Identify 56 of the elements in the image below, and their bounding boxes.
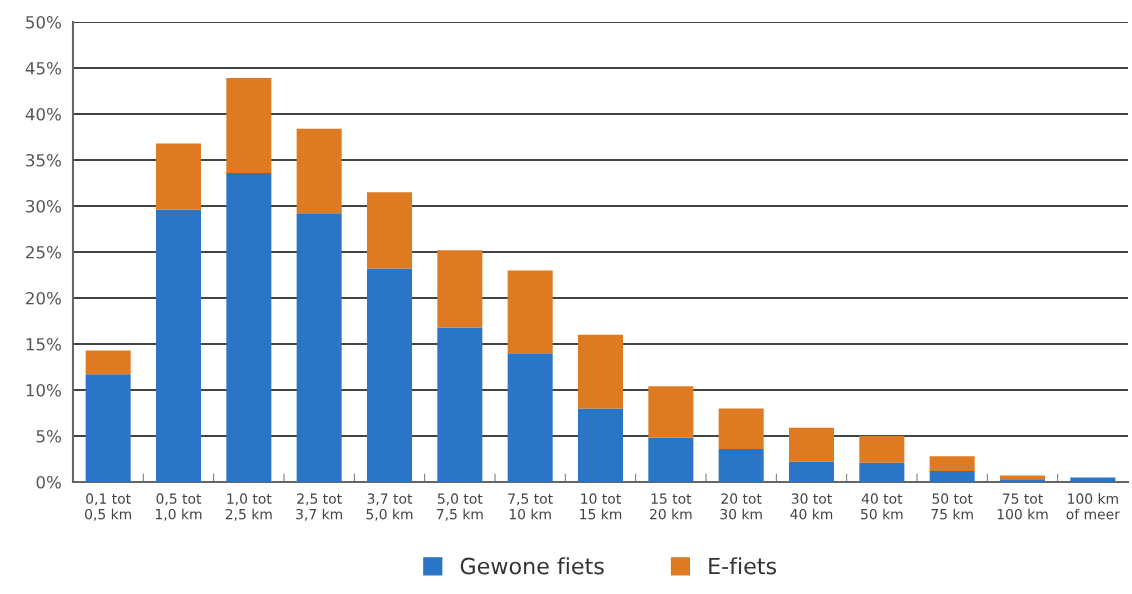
legend-label: Gewone fiets (460, 557, 604, 575)
bar (296, 213, 342, 482)
x-tick-label: 1,0 tot 2,5 km (225, 493, 272, 521)
bar (718, 408, 764, 449)
bar (296, 128, 342, 214)
bar (859, 462, 905, 482)
x-tick-label: 5,0 tot 7,5 km (436, 493, 483, 521)
bar (999, 479, 1046, 482)
x-tick-label: 7,5 tot 10 km (508, 493, 553, 520)
bar (577, 334, 624, 409)
x-tick-label: 0,5 tot 1,0 km (155, 493, 202, 521)
y-tick-label: 50% (26, 15, 61, 29)
x-tick-label: 100 km of meer (1066, 493, 1120, 520)
y-tick-label: 25% (26, 245, 61, 259)
bar (507, 353, 553, 482)
legend-label: E-fiets (709, 557, 777, 575)
bar (155, 209, 202, 482)
x-tick-label: 10 tot 15 km (580, 493, 622, 520)
x-tick-label: 15 tot 20 km (650, 493, 692, 520)
bar (929, 456, 975, 471)
bar (366, 192, 413, 269)
bar (437, 250, 483, 328)
bar (859, 436, 905, 463)
bar (577, 408, 624, 482)
y-tick-label: 10% (26, 383, 61, 397)
y-tick-label: 0% (36, 475, 61, 489)
bar (366, 268, 413, 482)
y-tick-label: 15% (26, 337, 61, 351)
bar (226, 78, 272, 173)
y-tick-label: 40% (25, 107, 61, 121)
y-tick-label: 20% (26, 291, 61, 305)
x-tick-label: 3,7 tot 5,0 km (366, 493, 413, 521)
x-tick-label: 20 tot 30 km (720, 493, 762, 520)
bar (788, 427, 835, 462)
bar (507, 270, 553, 354)
bar (226, 172, 272, 482)
bar (718, 448, 764, 482)
bar (155, 143, 202, 210)
bar (929, 470, 975, 482)
bar (85, 350, 131, 375)
bar (788, 461, 835, 482)
x-tick-label: 2,5 tot 3,7 km (296, 493, 343, 521)
x-tick-label: 0,1 tot 0,5 km (85, 493, 132, 521)
bar (437, 327, 483, 482)
x-tick-label: 40 tot 50 km (861, 493, 903, 520)
y-tick-label: 30% (26, 199, 61, 213)
bar (648, 386, 694, 438)
bar (1070, 477, 1116, 482)
bar (648, 437, 694, 482)
bar (85, 374, 131, 482)
x-tick-label: 30 tot 40 km (790, 493, 833, 520)
y-tick-label: 45% (25, 61, 61, 75)
y-tick-label: 35% (26, 153, 61, 167)
x-tick-label: 75 tot 100 km (997, 493, 1048, 520)
x-tick-label: 50 tot 75 km (931, 493, 973, 520)
y-tick-label: 5% (36, 429, 61, 443)
